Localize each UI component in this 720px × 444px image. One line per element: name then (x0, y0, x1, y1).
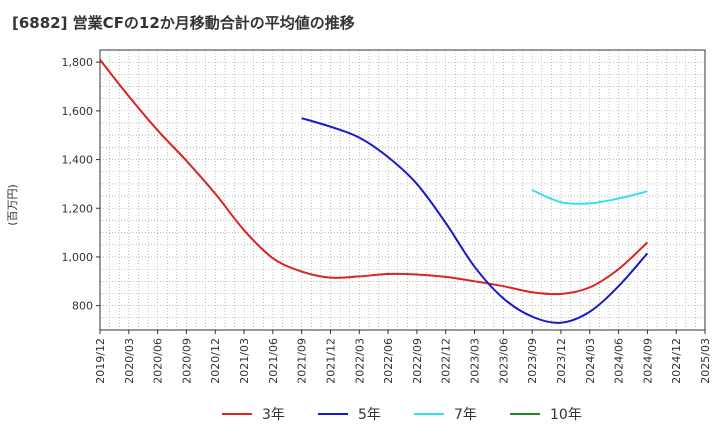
x-tick-label: 2021/09 (296, 338, 309, 384)
x-tick-label: 2020/12 (209, 338, 222, 384)
x-tick-label: 2022/09 (411, 338, 424, 384)
y-tick-label: 800 (72, 300, 93, 313)
x-tick-label: 2020/06 (152, 338, 165, 384)
y-tick-label: 1,600 (62, 105, 94, 118)
y-axis-label: (百万円) (6, 184, 19, 226)
plot-frame (99, 49, 706, 331)
x-tick-label: 2024/12 (670, 338, 683, 384)
series-line (99, 59, 649, 296)
x-tick-label: 2020/09 (180, 338, 193, 384)
x-tick-label: 2024/06 (613, 338, 626, 384)
series-lines (99, 59, 649, 324)
x-axis-ticks: 2019/12 2020/03 2020/06 2020/09 2020/12 2021/… (94, 330, 712, 384)
y-tick-label: 1,200 (62, 202, 94, 215)
legend-label: 7年 (454, 407, 477, 423)
x-tick-label: 2025/03 (699, 338, 712, 384)
grid-lines (100, 50, 705, 330)
y-tick-label: 1,000 (62, 251, 94, 264)
x-tick-label: 2022/12 (440, 338, 453, 384)
x-tick-label: 2024/09 (641, 338, 654, 384)
y-tick-label: 1,400 (62, 154, 94, 167)
legend: 3年 5年 7年 10年 (222, 407, 582, 423)
x-tick-label: 2022/03 (353, 338, 366, 384)
y-tick-label: 1,800 (62, 56, 94, 69)
x-tick-label: 2022/06 (382, 338, 395, 384)
legend-label: 5年 (358, 407, 381, 423)
legend-label: 3年 (262, 407, 285, 423)
x-tick-label: 2024/03 (584, 338, 597, 384)
series-line (301, 117, 649, 324)
y-axis-ticks: 800 1,000 1,200 1,400 1,600 1,800 (62, 56, 100, 313)
x-tick-label: 2023/09 (526, 338, 539, 384)
x-tick-label: 2021/06 (267, 338, 280, 384)
x-tick-label: 2023/06 (497, 338, 510, 384)
legend-label: 10年 (550, 407, 582, 423)
x-tick-label: 2023/03 (469, 338, 482, 384)
x-tick-label: 2019/12 (94, 338, 107, 384)
x-tick-label: 2021/12 (324, 338, 337, 384)
chart-title: [6882] 営業CFの12か月移動合計の平均値の推移 (12, 14, 355, 32)
series-line (531, 189, 648, 205)
x-tick-label: 2020/03 (123, 338, 136, 384)
x-tick-label: 2021/03 (238, 338, 251, 384)
x-tick-label: 2023/12 (555, 338, 568, 384)
